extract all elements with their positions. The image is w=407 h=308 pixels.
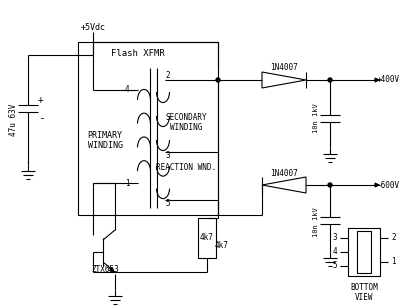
Text: 1: 1: [125, 179, 129, 188]
Text: 1: 1: [391, 257, 396, 266]
Text: 1N4007: 1N4007: [270, 63, 298, 72]
Text: -600V: -600V: [377, 180, 400, 189]
Text: +: +: [38, 95, 44, 105]
Text: 10n 1kV: 10n 1kV: [313, 207, 319, 237]
Text: 5: 5: [333, 261, 337, 270]
Text: 2: 2: [391, 233, 396, 242]
Text: 4: 4: [333, 248, 337, 257]
Bar: [357, 231, 371, 273]
Circle shape: [328, 183, 332, 187]
Text: +5Vdc: +5Vdc: [81, 23, 105, 33]
Bar: [78, 42, 218, 215]
Text: 1N4007: 1N4007: [270, 168, 298, 177]
Circle shape: [216, 78, 220, 82]
Text: 47u 63V: 47u 63V: [9, 104, 18, 136]
Bar: [348, 228, 380, 276]
Text: 3: 3: [333, 233, 337, 242]
Text: Flash XFMR: Flash XFMR: [111, 50, 165, 59]
Text: PRIMARY: PRIMARY: [88, 131, 123, 140]
Text: 4k7: 4k7: [215, 241, 229, 249]
Text: WINDING: WINDING: [170, 124, 202, 132]
Text: WINDING: WINDING: [88, 140, 123, 149]
Circle shape: [91, 53, 95, 57]
Text: 10n 1kV: 10n 1kV: [313, 103, 319, 133]
Text: REACTION WND.: REACTION WND.: [156, 164, 216, 172]
Text: 4: 4: [125, 86, 129, 95]
Text: 4k7: 4k7: [200, 233, 214, 242]
Text: 5: 5: [165, 198, 170, 208]
Bar: [198, 218, 216, 258]
Text: 2: 2: [165, 71, 170, 80]
Text: SECONDARY: SECONDARY: [165, 114, 207, 123]
Text: ZTX653: ZTX653: [91, 265, 119, 274]
Text: +400V: +400V: [377, 75, 400, 84]
Text: BOTTOM: BOTTOM: [350, 283, 378, 293]
Text: VIEW: VIEW: [355, 294, 373, 302]
Circle shape: [328, 78, 332, 82]
Text: 3: 3: [165, 151, 170, 160]
Text: -: -: [38, 113, 45, 123]
